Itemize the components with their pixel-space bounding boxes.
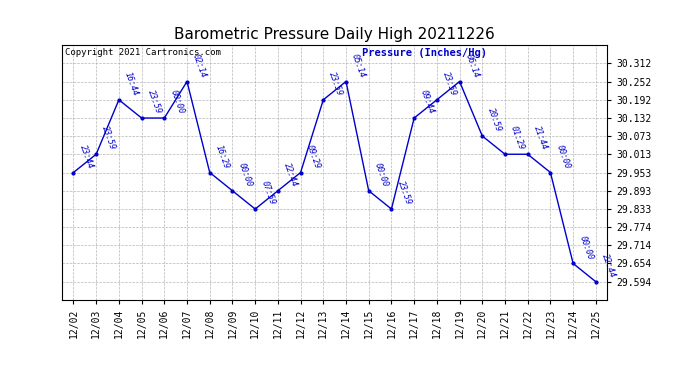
Text: 23:59: 23:59 <box>441 70 458 97</box>
Text: Copyright 2021 Cartronics.com: Copyright 2021 Cartronics.com <box>65 48 221 57</box>
Text: 23:59: 23:59 <box>395 180 413 206</box>
Text: 23:59: 23:59 <box>100 125 117 152</box>
Text: 23:59: 23:59 <box>146 88 163 115</box>
Text: 22:44: 22:44 <box>282 161 299 188</box>
Text: 01:29: 01:29 <box>509 125 526 152</box>
Title: Barometric Pressure Daily High 20211226: Barometric Pressure Daily High 20211226 <box>175 27 495 42</box>
Text: 20:59: 20:59 <box>486 106 504 133</box>
Text: 16:44: 16:44 <box>123 70 140 97</box>
Text: 23:59: 23:59 <box>328 70 344 97</box>
Text: Pressure (Inches/Hg): Pressure (Inches/Hg) <box>362 48 487 57</box>
Text: 02:14: 02:14 <box>191 52 208 79</box>
Text: 21:44: 21:44 <box>532 125 549 152</box>
Text: 05:14: 05:14 <box>350 52 367 79</box>
Text: 23:44: 23:44 <box>77 143 95 170</box>
Text: 00:00: 00:00 <box>578 234 594 261</box>
Text: 22:44: 22:44 <box>600 252 617 279</box>
Text: 00:00: 00:00 <box>168 88 186 115</box>
Text: 00:00: 00:00 <box>373 161 390 188</box>
Text: 16:29: 16:29 <box>214 143 231 170</box>
Text: 07:59: 07:59 <box>259 180 276 206</box>
Text: 09:44: 09:44 <box>418 88 435 115</box>
Text: 09:29: 09:29 <box>305 143 322 170</box>
Text: 00:00: 00:00 <box>237 161 254 188</box>
Text: 06:14: 06:14 <box>464 52 481 79</box>
Text: 00:00: 00:00 <box>555 143 571 170</box>
